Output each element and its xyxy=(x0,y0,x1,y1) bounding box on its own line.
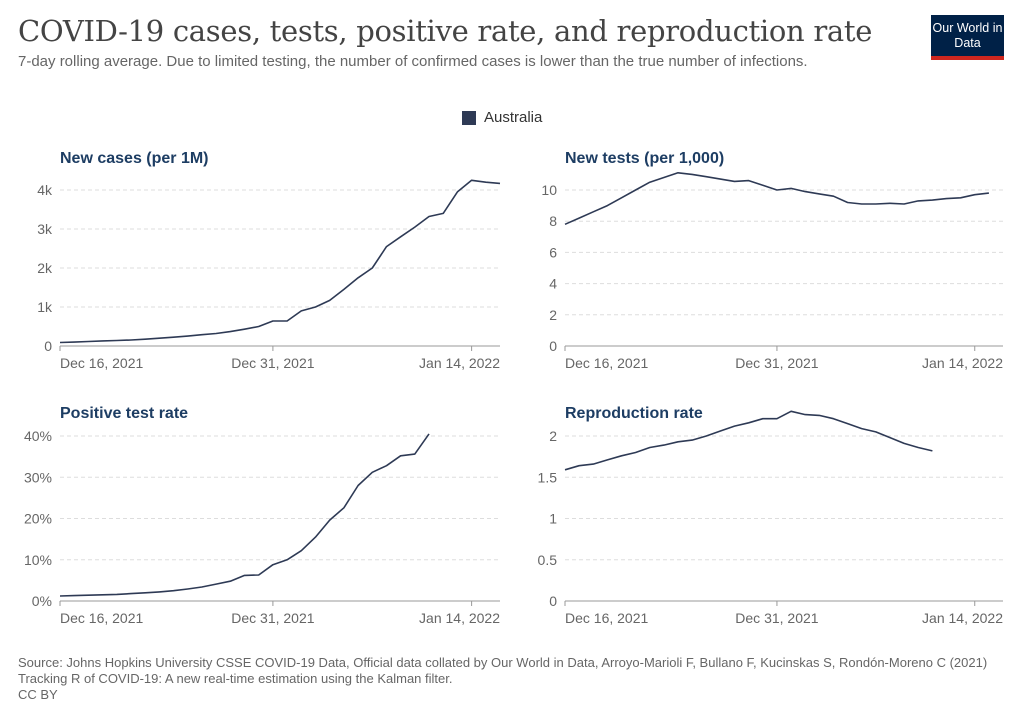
y-tick-label: 4 xyxy=(549,276,557,292)
x-tick-label: Jan 14, 2022 xyxy=(419,355,500,371)
y-tick-label: 8 xyxy=(549,213,557,229)
panel-title: New cases (per 1M) xyxy=(60,150,209,167)
y-tick-label: 0 xyxy=(549,593,557,609)
y-tick-label: 2 xyxy=(549,428,557,444)
panel-title: Positive test rate xyxy=(60,405,188,422)
y-tick-label: 10 xyxy=(541,182,557,198)
x-tick-label: Dec 16, 2021 xyxy=(60,355,143,371)
series-line-australia xyxy=(59,179,501,344)
series-line-australia xyxy=(59,433,430,597)
x-tick-label: Dec 31, 2021 xyxy=(735,610,818,626)
y-tick-label: 2k xyxy=(37,260,53,276)
x-tick-label: Dec 16, 2021 xyxy=(565,355,648,371)
series-line-australia xyxy=(564,172,989,226)
panel-title: Reproduction rate xyxy=(565,405,703,422)
license-note: CC BY xyxy=(18,687,58,702)
owid-logo[interactable]: Our World in Data xyxy=(931,15,1004,60)
y-tick-label: 3k xyxy=(37,221,53,237)
x-tick-label: Dec 31, 2021 xyxy=(735,355,818,371)
footer: Source: Johns Hopkins University CSSE CO… xyxy=(18,655,1008,703)
x-tick-label: Jan 14, 2022 xyxy=(419,610,500,626)
y-tick-label: 0 xyxy=(549,338,557,354)
chart-title: COVID-19 cases, tests, positive rate, an… xyxy=(18,14,873,48)
x-tick-label: Jan 14, 2022 xyxy=(922,610,1003,626)
x-tick-label: Dec 16, 2021 xyxy=(565,610,648,626)
legend-swatch xyxy=(462,110,476,125)
x-tick-label: Jan 14, 2022 xyxy=(922,355,1003,371)
y-tick-label: 40% xyxy=(24,428,52,444)
y-tick-label: 6 xyxy=(549,244,557,260)
y-tick-label: 1k xyxy=(37,299,53,315)
legend[interactable]: Australia xyxy=(462,109,542,126)
y-tick-label: 20% xyxy=(24,511,52,527)
legend-label: Australia xyxy=(484,109,543,126)
y-tick-label: 10% xyxy=(24,552,52,568)
y-tick-label: 30% xyxy=(24,469,52,485)
x-tick-label: Dec 31, 2021 xyxy=(231,355,314,371)
y-tick-label: 0.5 xyxy=(538,552,558,568)
y-tick-label: 0 xyxy=(44,338,52,354)
panel-title: New tests (per 1,000) xyxy=(565,150,724,167)
x-tick-label: Dec 31, 2021 xyxy=(231,610,314,626)
chart-subtitle: 7-day rolling average. Due to limited te… xyxy=(18,53,808,70)
series-line-australia xyxy=(564,410,933,471)
source-note: Source: Johns Hopkins University CSSE CO… xyxy=(18,655,988,686)
y-tick-label: 1 xyxy=(549,511,557,527)
y-tick-label: 2 xyxy=(549,307,557,323)
y-tick-label: 4k xyxy=(37,182,53,198)
y-tick-label: 1.5 xyxy=(538,469,558,485)
x-tick-label: Dec 16, 2021 xyxy=(60,610,143,626)
y-tick-label: 0% xyxy=(32,593,52,609)
